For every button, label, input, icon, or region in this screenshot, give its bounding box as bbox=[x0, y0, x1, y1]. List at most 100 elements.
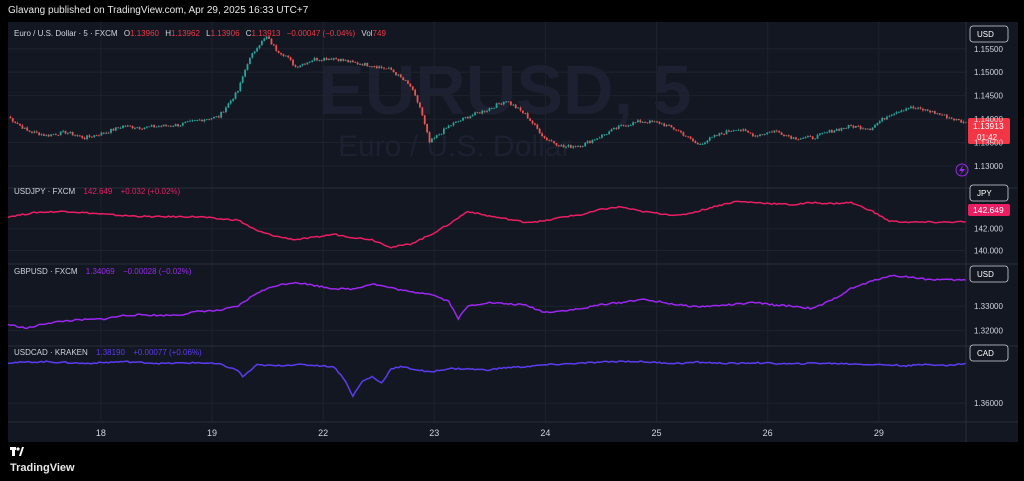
candle-body bbox=[864, 128, 867, 130]
y-tick-label: 140.000 bbox=[974, 247, 1003, 256]
candle-body bbox=[696, 142, 699, 145]
candle-body bbox=[914, 108, 917, 110]
tradingview-logo[interactable]: TradingView bbox=[10, 446, 75, 480]
candle-body bbox=[919, 107, 922, 109]
currency-button-jpy[interactable]: JPY bbox=[969, 184, 1009, 202]
candle-body bbox=[921, 108, 924, 111]
legend-high: 1.13962 bbox=[171, 29, 200, 38]
candle-body bbox=[569, 145, 572, 148]
candle-body bbox=[143, 127, 146, 130]
candle-body bbox=[814, 138, 817, 140]
candle-body bbox=[81, 135, 84, 138]
candle-body bbox=[550, 140, 553, 142]
candle-body bbox=[78, 135, 81, 137]
candle-body bbox=[481, 110, 484, 114]
candle-body bbox=[402, 77, 405, 81]
candle-body bbox=[134, 127, 136, 129]
y-tick-label: 1.15500 bbox=[974, 45, 1003, 54]
candle-body bbox=[768, 131, 771, 133]
candle-body bbox=[153, 125, 155, 128]
candle-body bbox=[325, 58, 328, 60]
candle-body bbox=[177, 124, 179, 127]
legend-eurusd[interactable]: Euro / U.S. Dollar · 5 · FXCM O1.13960 H… bbox=[14, 29, 386, 38]
currency-button-cad[interactable]: CAD bbox=[969, 344, 1009, 362]
candle-body bbox=[557, 145, 560, 147]
y-tick-label: 1.14000 bbox=[974, 115, 1003, 124]
watermark-symbol: EURUSD, 5 bbox=[318, 51, 691, 129]
candle-body bbox=[50, 134, 53, 137]
candle-body bbox=[383, 67, 385, 69]
candle-body bbox=[107, 132, 110, 134]
candle-body bbox=[349, 60, 352, 63]
candle-body bbox=[821, 133, 824, 134]
candle-body bbox=[615, 127, 618, 129]
candle-body bbox=[66, 133, 69, 134]
candle-body bbox=[816, 134, 819, 139]
chart-frame[interactable]: EURUSD, 5 Euro / U.S. Dollar Euro / U.S.… bbox=[8, 22, 1018, 442]
lightning-icon[interactable] bbox=[955, 163, 969, 177]
candle-body bbox=[227, 103, 230, 108]
candle-body bbox=[454, 121, 457, 123]
candle-body bbox=[93, 135, 96, 138]
candle-body bbox=[378, 66, 381, 69]
candle-body bbox=[780, 132, 783, 135]
candle-body bbox=[435, 135, 438, 138]
candle-body bbox=[431, 138, 433, 143]
candle-body bbox=[363, 62, 366, 66]
candle-body bbox=[318, 60, 321, 61]
eurusd-countdown: 01:42 bbox=[977, 133, 998, 142]
chart-svg[interactable]: EURUSD, 5 Euro / U.S. Dollar Euro / U.S.… bbox=[8, 22, 1018, 442]
candle-body bbox=[641, 122, 644, 123]
time-axis[interactable]: 18 19 22 23 24 25 26 29 1.15500 1.15000 1.14500 1.1… bbox=[96, 45, 1004, 438]
series-layer bbox=[8, 36, 967, 398]
candle-body bbox=[136, 127, 139, 129]
candle-body bbox=[933, 111, 936, 114]
candle-body bbox=[138, 127, 141, 129]
candle-body bbox=[593, 139, 596, 141]
candle-body bbox=[658, 121, 661, 124]
candle-body bbox=[110, 128, 112, 133]
publish-header: Glavang published on TradingView.com, Ap… bbox=[0, 0, 1024, 22]
candle-body bbox=[330, 58, 333, 60]
candle-body bbox=[929, 110, 931, 113]
candle-body bbox=[699, 144, 702, 145]
candle-body bbox=[397, 74, 400, 76]
candle-body bbox=[232, 98, 235, 101]
candle-body bbox=[632, 122, 634, 126]
candle-body bbox=[881, 118, 884, 122]
legend-low: 1.13906 bbox=[211, 29, 240, 38]
candle-body bbox=[773, 130, 776, 133]
candle-body bbox=[31, 131, 33, 133]
candle-body bbox=[900, 110, 903, 113]
candle-body bbox=[543, 136, 546, 138]
candle-body bbox=[610, 129, 613, 132]
candle-body bbox=[716, 135, 718, 136]
legend-usdcad-title: USDCAD · KRAKEN bbox=[14, 348, 88, 357]
candle-body bbox=[248, 57, 251, 65]
candle-body bbox=[857, 126, 860, 127]
candle-body bbox=[375, 66, 378, 69]
candle-body bbox=[739, 129, 742, 131]
candle-body bbox=[531, 120, 534, 124]
candle-body bbox=[596, 138, 599, 140]
candle-body bbox=[74, 135, 76, 137]
currency-button-usd-2[interactable]: USD bbox=[969, 265, 1009, 283]
candle-body bbox=[45, 134, 48, 136]
currency-button-usd-1[interactable]: USD bbox=[969, 25, 1009, 43]
legend-usdjpy-change: +0.032 (+0.02%) bbox=[121, 187, 181, 196]
candle-body bbox=[38, 132, 41, 136]
candle-body bbox=[217, 116, 220, 118]
candle-body bbox=[790, 136, 793, 139]
legend-usdjpy[interactable]: USDJPY · FXCM 142.649 +0.032 (+0.02%) bbox=[14, 187, 181, 196]
candle-body bbox=[656, 121, 658, 123]
legend-gbpusd[interactable]: GBPUSD · FXCM 1.34069 −0.00028 (−0.02%) bbox=[14, 267, 192, 276]
candle-body bbox=[862, 128, 864, 130]
candle-body bbox=[905, 108, 908, 111]
candle-body bbox=[205, 119, 208, 121]
candle-body bbox=[534, 123, 536, 125]
candle-body bbox=[510, 101, 512, 105]
legend-usdcad[interactable]: USDCAD · KRAKEN 1.38190 +0.00077 (+0.06%… bbox=[14, 348, 202, 357]
candle-body bbox=[416, 95, 419, 103]
candle-body bbox=[258, 45, 261, 49]
candle-body bbox=[938, 113, 941, 115]
